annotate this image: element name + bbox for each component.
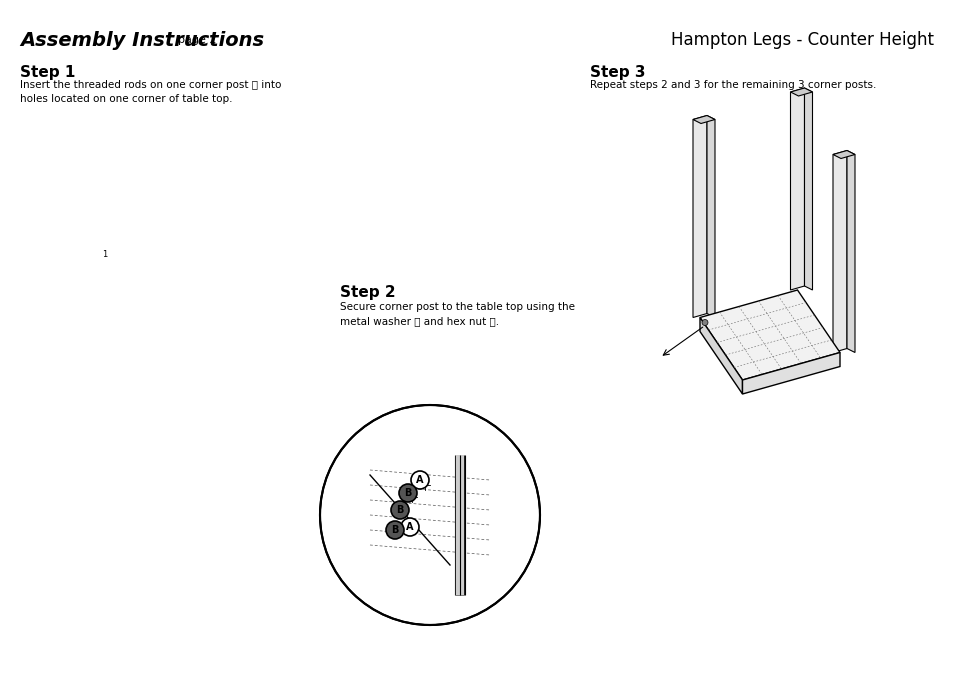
Text: Step 1: Step 1 [20,65,75,80]
Polygon shape [692,115,714,124]
Text: Repeat steps 2 and 3 for the remaining 3 corner posts.: Repeat steps 2 and 3 for the remaining 3… [589,80,876,90]
Circle shape [411,471,429,489]
Polygon shape [741,352,840,394]
Text: Step 2: Step 2 [339,285,395,300]
Polygon shape [130,335,250,415]
Polygon shape [130,360,165,427]
Polygon shape [165,390,250,427]
Text: page 2: page 2 [178,35,216,45]
Text: A: A [406,522,414,532]
Text: Step 3: Step 3 [589,65,645,80]
Polygon shape [135,171,179,355]
Text: B: B [404,488,412,498]
Circle shape [319,405,539,625]
Circle shape [400,518,418,536]
Polygon shape [832,151,854,159]
Circle shape [398,484,416,502]
Circle shape [391,501,409,519]
Polygon shape [700,290,840,380]
Polygon shape [700,317,741,394]
Text: Secure corner post to the table top using the
metal washer Ⓐ and hex nut Ⓑ.: Secure corner post to the table top usin… [339,302,575,326]
Circle shape [139,347,145,353]
Polygon shape [706,115,714,317]
Text: B: B [391,525,398,535]
Polygon shape [803,88,812,290]
Polygon shape [790,88,803,290]
Polygon shape [832,151,846,352]
Text: A: A [416,475,423,485]
Text: Assembly Instructions: Assembly Instructions [20,30,264,49]
Circle shape [386,521,403,539]
Text: Hampton Legs - Counter Height: Hampton Legs - Counter Height [670,31,933,49]
Polygon shape [790,88,812,96]
Polygon shape [165,171,187,179]
Text: B: B [395,505,403,515]
Polygon shape [149,171,187,355]
Text: Insert the threaded rods on one corner post ⓘ into
holes located on one corner o: Insert the threaded rods on one corner p… [20,80,281,104]
Text: 1: 1 [102,250,108,259]
Polygon shape [692,115,706,317]
Circle shape [701,319,707,325]
Polygon shape [846,151,854,352]
